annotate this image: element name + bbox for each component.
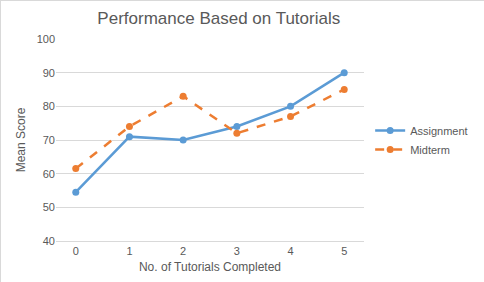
svg-text:90: 90 xyxy=(43,67,55,79)
svg-text:No. of Tutorials Completed: No. of Tutorials Completed xyxy=(139,260,281,274)
svg-text:3: 3 xyxy=(234,245,240,257)
svg-text:5: 5 xyxy=(341,245,347,257)
svg-text:2: 2 xyxy=(180,245,186,257)
svg-text:4: 4 xyxy=(287,245,293,257)
svg-text:80: 80 xyxy=(43,100,55,112)
svg-text:40: 40 xyxy=(43,235,55,247)
svg-text:Performance Based on Tutorials: Performance Based on Tutorials xyxy=(97,9,340,28)
svg-text:70: 70 xyxy=(43,134,55,146)
svg-text:0: 0 xyxy=(73,245,79,257)
svg-text:Midterm: Midterm xyxy=(410,144,450,156)
svg-text:Mean Score: Mean Score xyxy=(14,107,28,172)
svg-text:50: 50 xyxy=(43,201,55,213)
svg-text:60: 60 xyxy=(43,168,55,180)
svg-text:1: 1 xyxy=(126,245,132,257)
svg-text:100: 100 xyxy=(37,33,55,45)
svg-text:Assignment: Assignment xyxy=(410,125,467,137)
